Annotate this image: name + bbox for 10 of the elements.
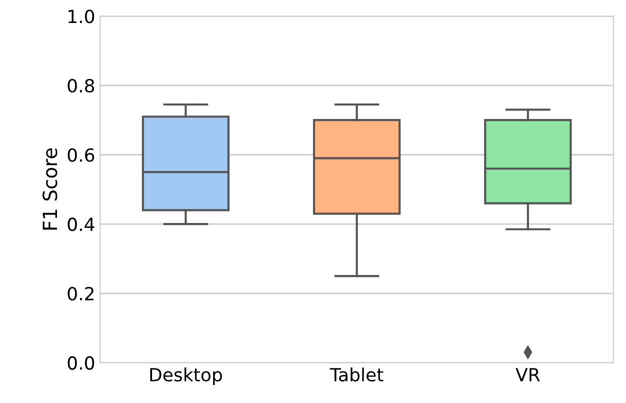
y-tick-label: 0.8 — [68, 78, 94, 93]
y-tick-label: 0.0 — [68, 356, 94, 370]
y-tick-label: 0.6 — [68, 148, 94, 162]
x-tick-label: VR — [516, 368, 540, 382]
y-tick-label: 0.2 — [68, 286, 94, 300]
y-tick-label: 1.0 — [68, 10, 94, 24]
x-tick-label: Tablet — [330, 368, 384, 382]
y-tick-label: 0.4 — [68, 218, 94, 232]
y-axis-title: F1 Score — [42, 148, 58, 230]
x-tick-label: Desktop — [150, 368, 222, 386]
